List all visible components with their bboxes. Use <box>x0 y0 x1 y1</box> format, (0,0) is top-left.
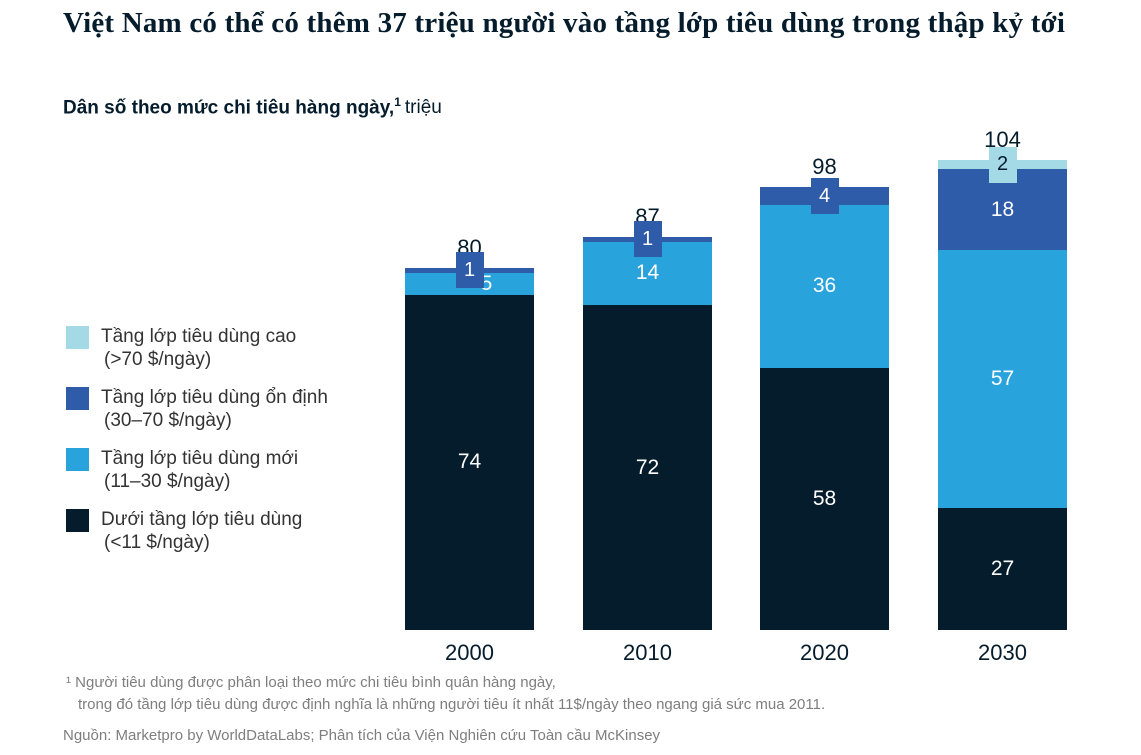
bar-group-2030: 2 18 57 27 104 2030 <box>938 127 1067 665</box>
legend-label: Tầng lớp tiêu dùng cao (>70 $/ngày) <box>101 325 296 371</box>
bar-value-label: 72 <box>635 455 660 479</box>
legend-item: Tầng lớp tiêu dùng ổn định (30–70 $/ngày) <box>66 386 328 432</box>
legend-item: Dưới tầng lớp tiêu dùng (<11 $/ngày) <box>66 508 302 554</box>
footnote-line-2: trong đó tầng lớp tiêu dùng được định ng… <box>78 696 826 713</box>
bar-value-label: 36 <box>812 274 837 298</box>
legend-label-range: (<11 $/ngày) <box>104 532 210 553</box>
x-axis-label: 2000 <box>445 640 494 665</box>
bar-value-callout: 1 <box>455 252 484 289</box>
legend-label-range: (11–30 $/ngày) <box>104 471 231 492</box>
bar-group-2010: 1 14 72 87 2010 <box>583 204 712 665</box>
chart-title: Việt Nam có thể có thêm 37 triệu người v… <box>63 7 1066 39</box>
bar-segment <box>938 169 1067 251</box>
bar-value-label: 5 <box>480 271 493 295</box>
legend-label-name: Tầng lớp tiêu dùng ổn định <box>101 387 328 408</box>
chart-subtitle-unit: triệu <box>404 97 442 119</box>
bar-value-callout: 1 <box>633 221 662 258</box>
chart-subtitle: Dân số theo mức chi tiêu hàng ngày,1 triệ… <box>63 95 442 119</box>
source-note: Nguồn: Marketpro by WorldDataLabs; Phân … <box>63 727 661 744</box>
subtitle-footnote-marker: 1 <box>394 95 401 109</box>
bar-total-label: 98 <box>812 154 837 179</box>
bar-segment <box>405 295 534 630</box>
bar-value-callout: 4 <box>810 178 839 215</box>
bar-segment <box>760 367 889 630</box>
legend-label-name: Dưới tầng lớp tiêu dùng <box>101 509 303 530</box>
legend-swatch-icon <box>66 387 89 410</box>
footnote-line-1: ¹ Người tiêu dùng được phân loại theo mứ… <box>66 674 556 691</box>
bar-value-label: 57 <box>990 367 1015 391</box>
bar-value-label: 14 <box>635 261 660 285</box>
legend-label-range: (30–70 $/ngày) <box>104 410 232 431</box>
legend-label-name: Tầng lớp tiêu dùng mới <box>101 448 299 469</box>
bar-segment <box>938 250 1067 509</box>
legend-item: Tầng lớp tiêu dùng cao (>70 $/ngày) <box>66 325 296 371</box>
bar-value-callout: 2 <box>988 146 1017 183</box>
bar-value-label: 27 <box>990 557 1015 581</box>
legend-label-name: Tầng lớp tiêu dùng cao <box>101 326 297 347</box>
legend-swatch-icon <box>66 326 89 349</box>
bar-group-2000: 1 5 74 80 2000 <box>405 235 534 665</box>
legend-label-range: (>70 $/ngày) <box>104 349 212 370</box>
bar-segment <box>938 508 1067 631</box>
bar-value-label: 58 <box>812 486 837 510</box>
legend-label: Tầng lớp tiêu dùng mới (11–30 $/ngày) <box>101 447 298 493</box>
bar-value-label: 18 <box>990 197 1015 221</box>
chart-subtitle-main: Dân số theo mức chi tiêu hàng ngày, <box>63 97 395 119</box>
legend-label: Dưới tầng lớp tiêu dùng (<11 $/ngày) <box>101 508 302 554</box>
bar-segment <box>583 304 712 631</box>
x-axis-label: 2030 <box>978 640 1027 665</box>
legend-swatch-icon <box>66 509 89 532</box>
x-axis-label: 2010 <box>623 640 672 665</box>
legend-item: Tầng lớp tiêu dùng mới (11–30 $/ngày) <box>66 447 298 493</box>
x-axis-label: 2020 <box>800 640 849 665</box>
legend-label: Tầng lớp tiêu dùng ổn định (30–70 $/ngày) <box>101 386 328 432</box>
bar-group-2020: 4 36 58 98 2020 <box>760 154 889 665</box>
legend-swatch-icon <box>66 448 89 471</box>
bar-segment <box>760 205 889 368</box>
bar-value-label: 74 <box>457 450 482 474</box>
